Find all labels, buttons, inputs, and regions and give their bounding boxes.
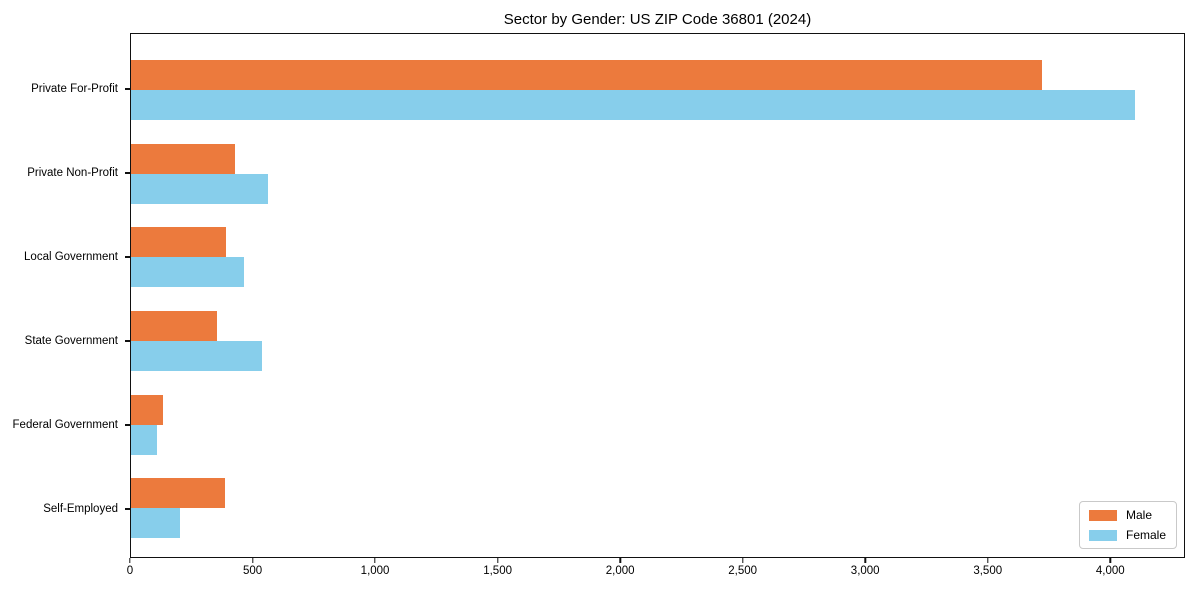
- bar-male: [131, 227, 227, 258]
- legend-swatch-female: [1088, 529, 1117, 541]
- x-tick-mark: [987, 558, 989, 563]
- legend-swatch-male: [1088, 509, 1117, 521]
- bar-male: [131, 59, 1043, 90]
- bar-rows: [131, 34, 1184, 557]
- x-tick-mark: [129, 558, 131, 563]
- x-tick-label: 500: [242, 565, 263, 577]
- y-tick-mark: [125, 172, 130, 174]
- x-tick-label: 1,000: [360, 565, 390, 577]
- plot-area: Male Female: [130, 33, 1185, 558]
- x-tick-label: 3,500: [973, 565, 1003, 577]
- y-axis: Private For-Profit Private Non-Profit Loca…: [0, 33, 130, 558]
- bar-female: [131, 173, 268, 204]
- bar-female: [131, 89, 1136, 120]
- x-tick-label: 2,500: [728, 565, 758, 577]
- bar-group: [131, 215, 1184, 299]
- y-tick-mark: [125, 508, 130, 510]
- x-tick-mark: [864, 558, 866, 563]
- bar-group: [131, 466, 1184, 550]
- bar-group: [131, 48, 1184, 132]
- x-tick-label: 0: [126, 565, 134, 577]
- x-tick-mark: [374, 558, 376, 563]
- y-tick-label: Federal Government: [12, 419, 118, 431]
- x-tick-label: 4,000: [1095, 565, 1125, 577]
- y-tick-label: Local Government: [24, 251, 118, 263]
- legend-entry-male: Male: [1088, 508, 1166, 522]
- y-tick-mark: [125, 256, 130, 258]
- x-tick-label: 3,000: [850, 565, 880, 577]
- y-tick-label: State Government: [24, 335, 118, 347]
- x-tick-label: 2,000: [605, 565, 635, 577]
- bar-male: [131, 143, 235, 174]
- bar-female: [131, 257, 244, 288]
- y-tick-label: Private For-Profit: [31, 83, 118, 95]
- y-tick-mark: [125, 88, 130, 90]
- x-tick-mark: [619, 558, 621, 563]
- x-tick-mark: [251, 558, 254, 563]
- bar-female: [131, 340, 262, 371]
- bar-male: [131, 310, 217, 341]
- y-tick-label: Private Non-Profit: [27, 167, 118, 179]
- bar-group: [131, 383, 1184, 467]
- x-axis: 0 500 1,000 1,500 2,000 2,500 3,000 3,500 4,000: [126, 558, 1185, 588]
- legend-entry-female: Female: [1088, 528, 1166, 542]
- bar-male: [131, 394, 163, 425]
- bar-female: [131, 508, 180, 539]
- x-tick-mark: [741, 558, 744, 563]
- x-tick-mark: [1109, 558, 1111, 563]
- legend-label-female: Female: [1125, 528, 1166, 542]
- bar-group: [131, 299, 1184, 383]
- bar-male: [131, 478, 226, 509]
- chart-title: Sector by Gender: US ZIP Code 36801 (202…: [503, 11, 812, 28]
- y-tick-mark: [125, 340, 130, 342]
- x-tick-mark: [496, 558, 499, 563]
- bar-female: [131, 424, 157, 455]
- legend-label-male: Male: [1125, 508, 1152, 522]
- x-tick-label: 1,500: [483, 565, 512, 577]
- y-tick-mark: [125, 424, 130, 426]
- legend: Male Female: [1078, 501, 1177, 549]
- bar-group: [131, 132, 1184, 216]
- y-tick-label: Self-Employed: [43, 503, 118, 515]
